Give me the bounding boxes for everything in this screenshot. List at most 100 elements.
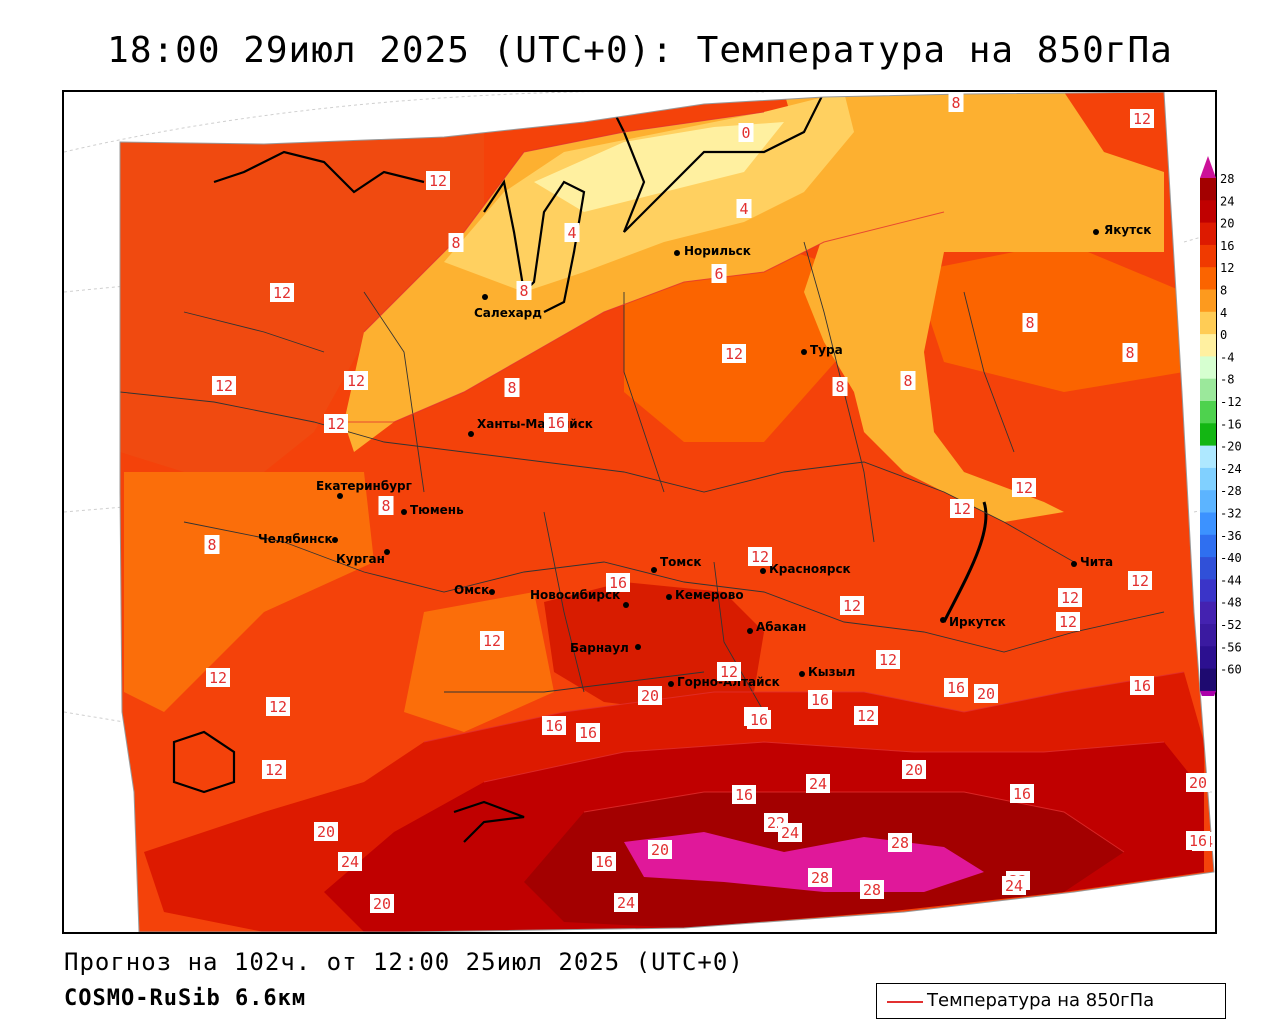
- contour-value-label: 8: [378, 496, 394, 515]
- city-label: Кемерово: [675, 588, 744, 602]
- svg-text:16: 16: [947, 679, 965, 697]
- svg-text:4: 4: [567, 224, 576, 242]
- colorbar-swatch: [1200, 445, 1216, 469]
- svg-text:12: 12: [429, 172, 447, 190]
- contour-value-label: 20: [314, 822, 338, 841]
- colorbar-tick-label: 4: [1220, 306, 1227, 320]
- svg-text:8: 8: [207, 536, 216, 554]
- city-marker: Омск: [454, 583, 495, 597]
- colorbar-svg: 28 24 20 16 12 8 4 0 -4 -8 -12 -16 -20 -24 -28 -32 -36 -4…: [1200, 156, 1242, 713]
- colorbar-swatch: [1200, 200, 1216, 224]
- contour-value-label: 16: [592, 852, 616, 871]
- legend-line-swatch: [887, 1001, 923, 1003]
- contour-value-label: 8: [1022, 313, 1038, 332]
- svg-text:20: 20: [641, 687, 659, 705]
- contour-value-label: 8: [832, 377, 848, 396]
- colorbar-tick-label: -4: [1220, 350, 1234, 364]
- city-label: Якутск: [1104, 223, 1151, 237]
- colorbar-tick-label: -44: [1220, 573, 1242, 587]
- contour-value-label: 12: [266, 697, 290, 716]
- svg-text:12: 12: [1059, 613, 1077, 631]
- contour-value-label: 8: [948, 93, 964, 112]
- city-label: Салехард: [474, 306, 542, 320]
- colorbar-swatch: [1200, 579, 1216, 603]
- colorbar-tick-label: -8: [1220, 373, 1234, 387]
- svg-text:12: 12: [1131, 572, 1149, 590]
- city-marker: Екатеринбург: [316, 479, 412, 499]
- city-label: Екатеринбург: [316, 479, 412, 493]
- city-label: Кызыл: [808, 665, 855, 679]
- contour-value-label: 20: [370, 894, 394, 913]
- colorbar-tick-label: 12: [1220, 261, 1234, 275]
- contour-value-label: 24: [614, 893, 638, 912]
- svg-text:8: 8: [951, 94, 960, 112]
- contour-value-label: 12: [480, 631, 504, 650]
- svg-text:12: 12: [879, 651, 897, 669]
- colorbar-tick-label: 28: [1220, 172, 1234, 186]
- city-marker: Тура: [801, 343, 843, 357]
- contour-value-label: 12: [854, 706, 878, 725]
- map-panel: Якутск Норильск Салехард Тура Ханты-Манс…: [62, 90, 1217, 934]
- svg-text:24: 24: [617, 894, 635, 912]
- contour-value-label: 6: [711, 264, 727, 283]
- city-marker: Новосибирск: [530, 588, 629, 608]
- contour-value-label: 24: [338, 852, 362, 871]
- svg-text:16: 16: [750, 711, 768, 729]
- colorbar-tick-label: -20: [1220, 440, 1242, 454]
- city-label: Тура: [810, 343, 843, 357]
- svg-text:6: 6: [714, 265, 723, 283]
- colorbar-tick-label: -40: [1220, 551, 1242, 565]
- contour-value-label: 20: [1186, 773, 1210, 792]
- contour-value-label: 16: [747, 710, 771, 729]
- svg-text:8: 8: [519, 282, 528, 300]
- city-marker: Кемерово: [666, 588, 744, 602]
- contour-value-label: 12: [1058, 588, 1082, 607]
- svg-text:8: 8: [381, 497, 390, 515]
- svg-text:12: 12: [720, 663, 738, 681]
- contour-value-label: 28: [860, 880, 884, 899]
- city-marker: Челябинск: [258, 532, 338, 546]
- svg-text:12: 12: [857, 707, 875, 725]
- legend-label: Температура на 850гПа: [927, 990, 1155, 1011]
- city-marker: Горно-Алтайск: [668, 675, 780, 689]
- colorbar-swatch: [1200, 601, 1216, 625]
- city-marker: Барнаул: [570, 641, 641, 655]
- colorbar-tick-label: -56: [1220, 640, 1242, 654]
- contour-value-label: 12: [270, 283, 294, 302]
- contour-value-label: 16: [544, 413, 568, 432]
- colorbar-swatch: [1200, 356, 1216, 380]
- colorbar-swatch: [1200, 512, 1216, 536]
- contour-value-label: 0: [738, 123, 754, 142]
- contour-value-label: 16: [542, 716, 566, 735]
- contour-value-label: 12: [876, 650, 900, 669]
- contour-value-label: 12: [1012, 478, 1036, 497]
- city-marker: Кызыл: [799, 665, 855, 679]
- svg-text:12: 12: [483, 632, 501, 650]
- svg-text:16: 16: [547, 414, 565, 432]
- contour-value-label: 24: [1002, 876, 1026, 895]
- svg-text:24: 24: [341, 853, 359, 871]
- svg-text:12: 12: [265, 761, 283, 779]
- svg-text:12: 12: [725, 345, 743, 363]
- contour-value-label: 16: [1010, 784, 1034, 803]
- colorbar-swatch: [1200, 423, 1216, 447]
- contour-value-label: 20: [648, 840, 672, 859]
- city-marker: Якутск: [1093, 223, 1151, 237]
- contour-value-label: 4: [564, 223, 580, 242]
- city-label: Барнаул: [570, 641, 629, 655]
- city-label: Омск: [454, 583, 489, 597]
- city-label: Томск: [660, 555, 702, 569]
- svg-text:12: 12: [209, 669, 227, 687]
- contour-value-label: 12: [262, 760, 286, 779]
- city-marker: Томск: [651, 555, 702, 573]
- contour-value-label: 12: [950, 499, 974, 518]
- city-label: Курган: [336, 552, 385, 566]
- svg-text:8: 8: [451, 234, 460, 252]
- svg-text:8: 8: [835, 378, 844, 396]
- colorbar-tick-label: 24: [1220, 194, 1234, 208]
- colorbar-bottom-arrow: [1200, 690, 1216, 713]
- contour-value-label: 20: [638, 686, 662, 705]
- legend: Температура на 850гПа: [876, 983, 1226, 1019]
- contour-value-label: 20: [974, 684, 998, 703]
- svg-text:12: 12: [347, 372, 365, 390]
